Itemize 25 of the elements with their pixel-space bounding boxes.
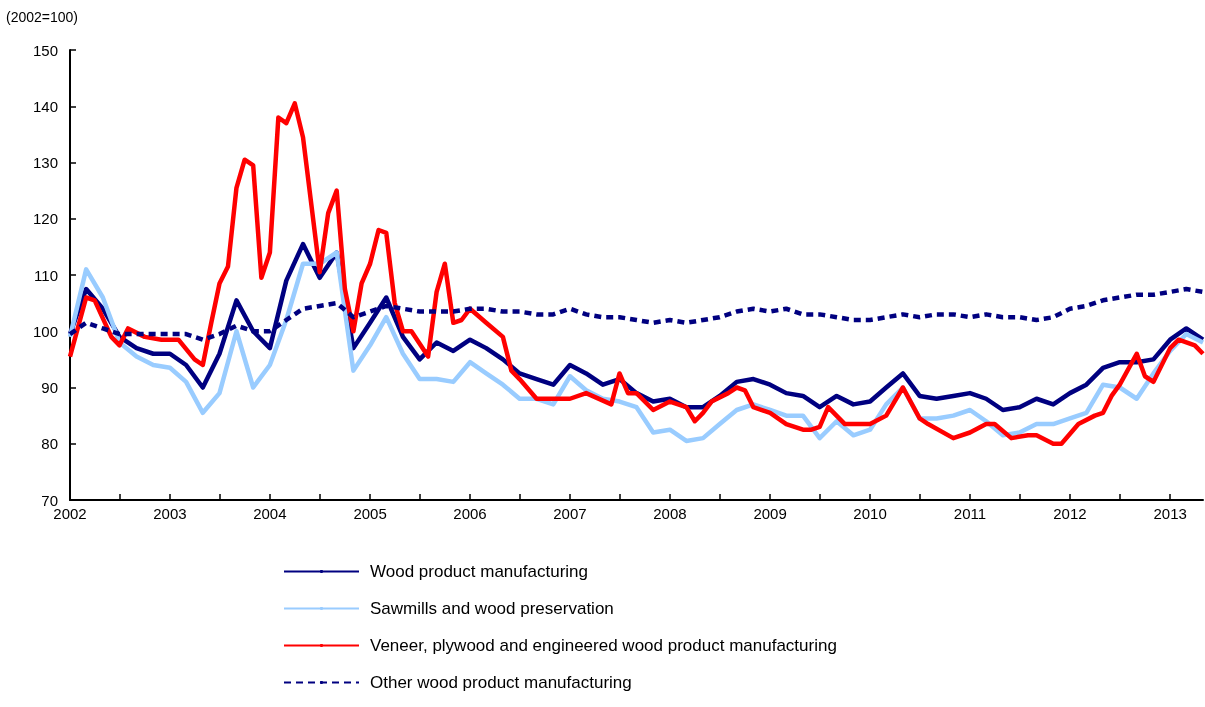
line-series (67, 101, 1205, 446)
y-tick-label: 120 (32, 210, 58, 228)
legend-label: Other wood product manufacturing (370, 673, 632, 692)
x-tick-label: 2012 (1053, 505, 1087, 522)
y-tick-label: 130 (32, 154, 58, 171)
x-tick-label: 2008 (653, 505, 687, 522)
x-tick-label: 2006 (453, 505, 487, 522)
x-tick-label: 2005 (353, 505, 387, 522)
y-tick-label: 140 (32, 97, 58, 115)
x-tick-label: 2013 (1153, 505, 1187, 522)
x-tick-label: 2010 (853, 505, 887, 522)
x-tick-label: 2007 (553, 505, 587, 522)
x-tick-label: 2003 (153, 505, 187, 522)
y-tick-label: 110 (34, 266, 58, 284)
legend-label: Veneer, plywood and engineered wood product manufacturing (370, 636, 837, 655)
x-tick-label: 2004 (253, 505, 287, 522)
x-tick-label: 2011 (953, 505, 987, 522)
y-tick-label: 150 (32, 41, 58, 59)
y-tick-label: 100 (32, 322, 58, 340)
y-axis-title: (2002=100) (6, 9, 79, 25)
y-tick-label: 80 (41, 435, 58, 453)
x-tick-label: 2009 (753, 505, 787, 522)
legend-label: Wood product manufacturing (370, 562, 588, 581)
legend-label: Sawmills and wood preservation (370, 599, 614, 618)
y-tick-label: 90 (41, 379, 58, 396)
